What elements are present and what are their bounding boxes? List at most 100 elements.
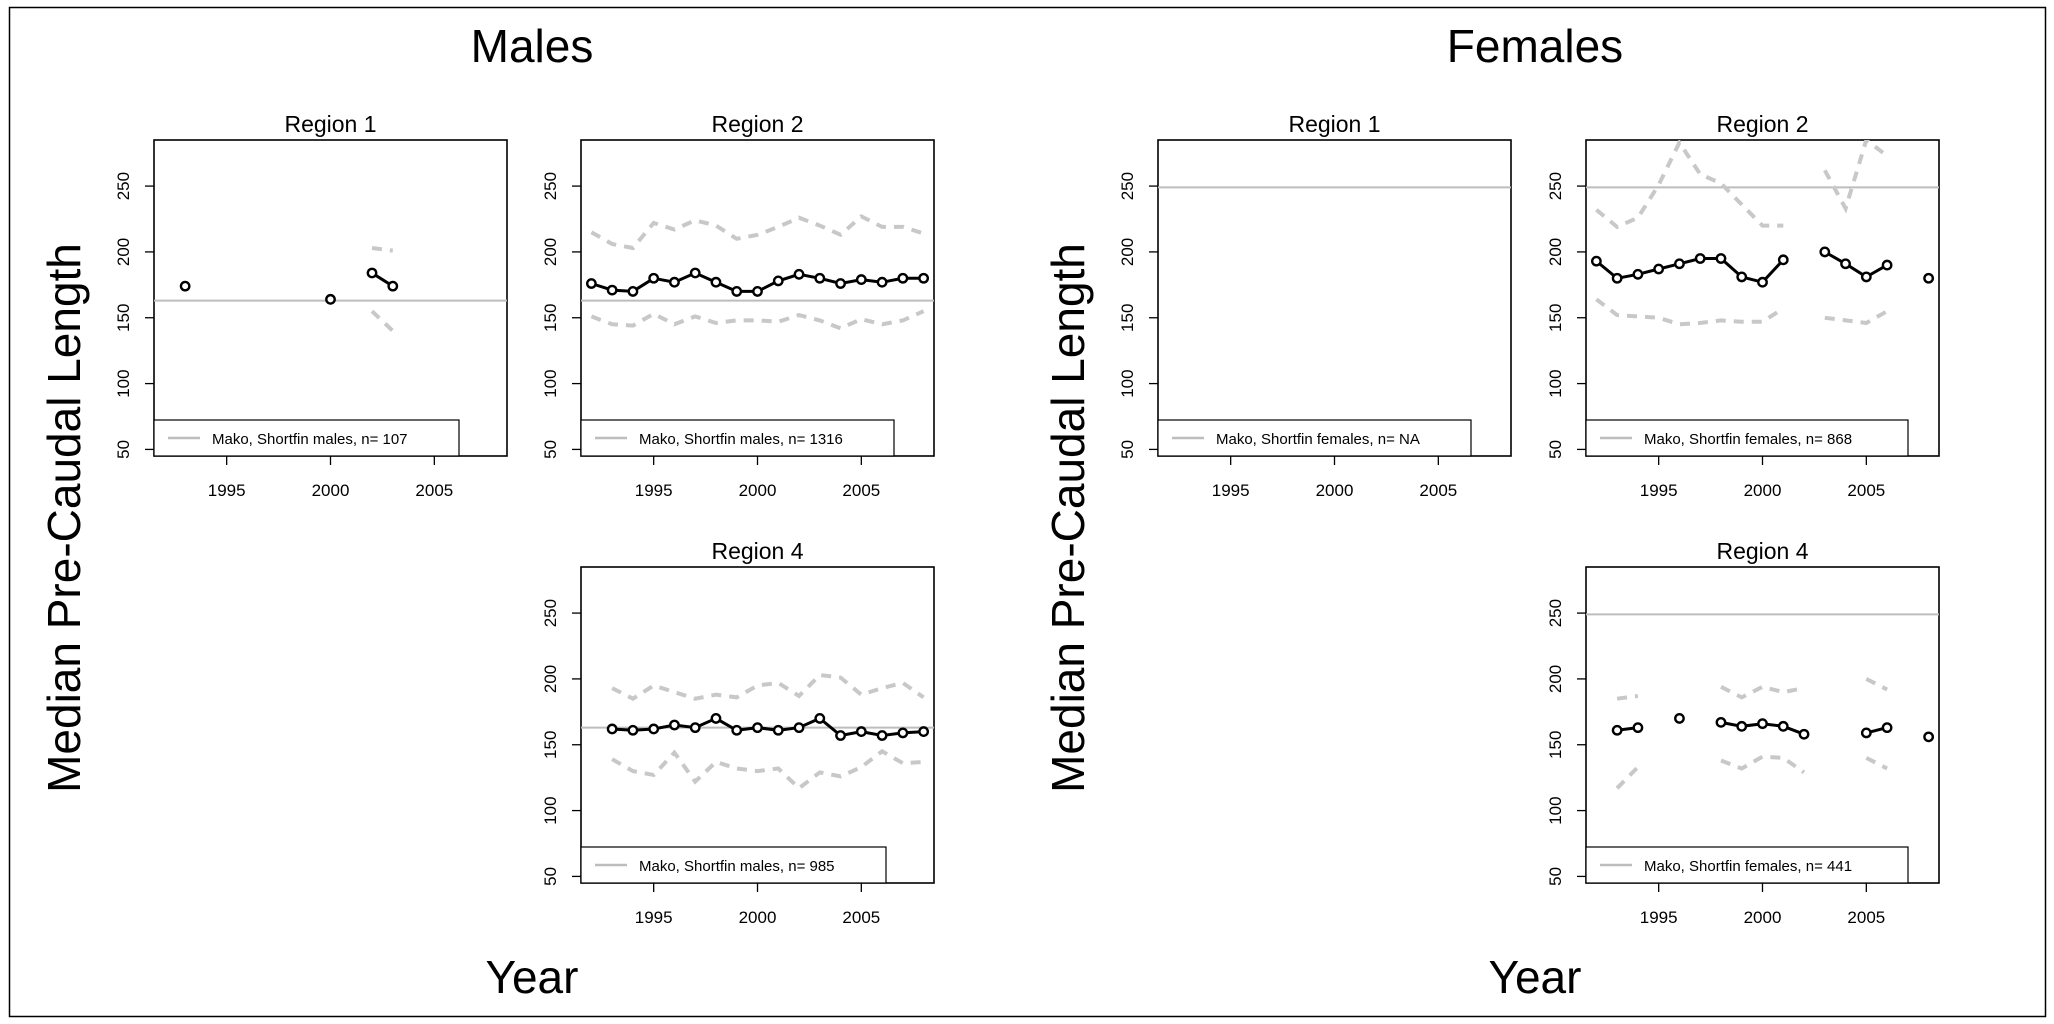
- lower-quantile-line: [1720, 754, 1806, 775]
- y-tick-label: 50: [1546, 867, 1565, 886]
- x-tick-label: 1995: [1640, 908, 1678, 927]
- y-tick-label: 200: [114, 238, 133, 266]
- y-tick-label: 200: [1546, 665, 1565, 693]
- upper-quantile-line: [1823, 140, 1889, 214]
- median-point: [855, 726, 867, 737]
- median-point: [1757, 276, 1768, 288]
- median-point: [1881, 259, 1893, 271]
- median-point: [1798, 728, 1810, 740]
- y-tick-label: 150: [114, 304, 133, 332]
- y-tick-label: 100: [114, 369, 133, 397]
- median-point: [627, 724, 639, 736]
- upper-quantile-line: [590, 214, 925, 251]
- y-tick-label: 150: [1118, 304, 1137, 332]
- panel-males-region-2: Region 2 1995 2000 2005 50 100 150 200 250 Mako, …: [541, 111, 935, 500]
- median-point: [793, 268, 805, 280]
- y-tick-label: 250: [1118, 172, 1137, 200]
- y-tick-label: 250: [1546, 599, 1565, 627]
- y-tick-label: 50: [114, 440, 133, 459]
- panel-females-region-4: Region 4 1995 2000 2005 50 100 150 200 250 Mako, …: [1546, 538, 1940, 927]
- legend-box: [580, 846, 887, 884]
- y-tick-label: 200: [1546, 238, 1565, 266]
- x-tick-label: 2000: [1744, 481, 1782, 500]
- males-title: Males: [471, 20, 594, 72]
- upper-quantile-line: [1865, 677, 1889, 692]
- y-tick-label: 150: [1546, 731, 1565, 759]
- females-x-axis-label: Year: [1489, 951, 1582, 1003]
- median-point: [1715, 716, 1727, 728]
- y-tick-label: 50: [541, 440, 560, 459]
- median-point: [1860, 271, 1872, 283]
- panel-title: Region 2: [711, 111, 803, 137]
- plot-area: [581, 672, 934, 791]
- median-point: [731, 724, 743, 736]
- median-point: [1694, 253, 1706, 264]
- lower-quantile-line: [370, 309, 395, 333]
- lower-quantile-line: [590, 309, 925, 331]
- y-tick-label: 250: [114, 172, 133, 200]
- upper-quantile-line: [371, 246, 394, 253]
- x-tick-label: 2005: [842, 481, 880, 500]
- median-point: [814, 713, 826, 724]
- median-point: [855, 274, 867, 285]
- median-point: [710, 276, 722, 288]
- median-point: [710, 713, 722, 724]
- panel-females-region-2: Region 2 1995 2000 2005 50 100 150 200 250 Mako, …: [1546, 111, 1940, 500]
- y-tick-label: 100: [541, 796, 560, 824]
- median-point: [897, 727, 909, 739]
- median-point: [179, 280, 191, 292]
- median-point: [689, 267, 701, 279]
- median-point: [793, 722, 805, 734]
- median-point: [1736, 271, 1748, 283]
- panel-title: Region 2: [1716, 111, 1808, 137]
- panel-males-region-1: Region 1 1995 2000 2005 50 100 150 200 250 Mako, …: [114, 111, 508, 500]
- median-point: [1860, 727, 1872, 739]
- lower-quantile-line: [1595, 297, 1785, 327]
- legend-label: Mako, Shortfin females, n= 441: [1644, 858, 1852, 875]
- y-tick-label: 50: [541, 867, 560, 886]
- y-tick-label: 250: [541, 599, 560, 627]
- lower-quantile-line: [1615, 765, 1640, 790]
- median-point: [689, 722, 701, 734]
- plot-area: [581, 214, 934, 331]
- median-point: [1632, 268, 1644, 280]
- legend-box: [1585, 419, 1909, 457]
- median-point: [1757, 718, 1768, 730]
- median-point: [1590, 255, 1602, 267]
- median-point: [1777, 720, 1789, 732]
- median-point: [669, 276, 680, 288]
- y-tick-label: 100: [541, 369, 560, 397]
- lower-quantile-line: [1865, 756, 1889, 771]
- x-tick-label: 2005: [1847, 481, 1885, 500]
- legend-label: Mako, Shortfin males, n= 985: [639, 858, 835, 875]
- median-point: [772, 724, 784, 736]
- x-tick-label: 2000: [1744, 908, 1782, 927]
- y-tick-label: 200: [1118, 238, 1137, 266]
- median-point: [606, 723, 618, 735]
- chart-panels: Region 1 1995 2000 2005 50 100 150 200 250 Mako, …: [114, 111, 1940, 927]
- median-point: [1777, 254, 1789, 266]
- panel-title: Region 1: [1288, 111, 1380, 137]
- median-point: [876, 730, 888, 741]
- panel-title: Region 4: [1716, 538, 1808, 564]
- median-point: [1819, 246, 1831, 258]
- median-point: [1840, 258, 1851, 270]
- x-tick-label: 2000: [1316, 481, 1354, 500]
- median-point: [1923, 272, 1935, 284]
- median-point: [1715, 253, 1727, 264]
- median-point: [752, 722, 763, 734]
- y-tick-label: 50: [1118, 440, 1137, 459]
- median-point: [1653, 263, 1665, 275]
- upper-quantile-line: [611, 672, 925, 701]
- legend-label: Mako, Shortfin males, n= 107: [212, 431, 408, 448]
- median-point: [897, 272, 909, 284]
- legend-box: [1585, 846, 1909, 884]
- median-point: [585, 278, 597, 289]
- y-tick-label: 150: [541, 304, 560, 332]
- y-tick-label: 250: [541, 172, 560, 200]
- median-point: [835, 730, 846, 741]
- x-tick-label: 2005: [842, 908, 880, 927]
- median-point: [731, 286, 743, 297]
- median-point: [876, 276, 888, 288]
